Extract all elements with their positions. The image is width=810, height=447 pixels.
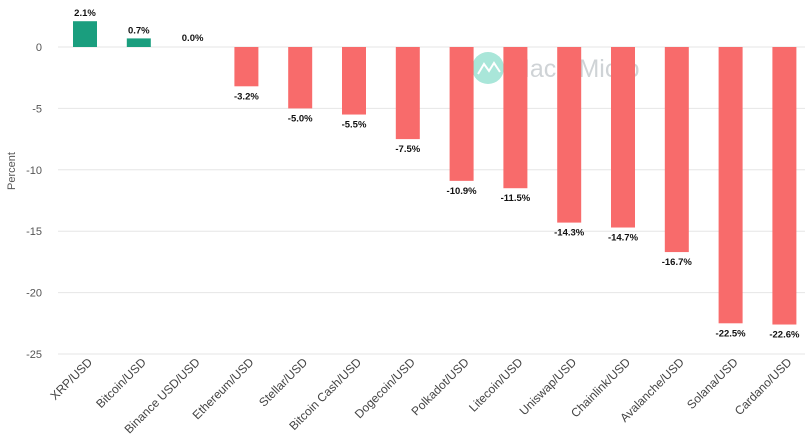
y-tick-label: -10 [26, 165, 42, 177]
bar [718, 47, 743, 324]
bar [395, 47, 420, 140]
data-label: -5.5% [342, 120, 367, 131]
y-tick-label: 0 [36, 42, 42, 54]
bar [234, 47, 259, 87]
x-tick-label: Bitcoin/USD [93, 355, 149, 411]
bar [611, 47, 635, 228]
data-label: -3.2% [234, 91, 259, 102]
x-tick-label: Stellar/USD [256, 355, 310, 409]
bar [503, 47, 528, 189]
bar [449, 47, 474, 181]
bar [126, 38, 151, 47]
data-label: -22.5% [716, 328, 747, 339]
x-tick-label: Litecoin/USD [466, 355, 526, 415]
bars [73, 21, 797, 325]
y-tick-label: -25 [26, 349, 42, 361]
bar [664, 47, 689, 253]
y-tick-label: -20 [26, 288, 42, 300]
data-label: -16.7% [662, 257, 693, 268]
data-label: -10.9% [447, 186, 478, 197]
data-label: -14.7% [608, 233, 639, 244]
x-tick-label: Cardano/USD [732, 355, 795, 418]
y-axis-ticks: 0 -5 -10 -15 -20 -25 [26, 42, 42, 361]
data-label: -22.6% [769, 330, 800, 341]
bar [557, 47, 582, 223]
data-label: -11.5% [501, 193, 531, 204]
data-label: 0.0% [182, 33, 204, 44]
data-label: 2.1% [74, 8, 96, 19]
y-tick-label: -15 [26, 226, 42, 238]
data-labels: 2.1% 0.7% 0.0% -3.2% -5.0% -5.5% -7.5% -10.9% -1… [74, 8, 800, 340]
bar [73, 21, 97, 47]
data-label: -5.0% [288, 113, 313, 124]
data-label: -7.5% [395, 144, 420, 155]
data-label: 0.7% [128, 25, 150, 36]
bar [342, 47, 366, 115]
bar [288, 47, 313, 109]
x-tick-label: Solana/USD [684, 355, 741, 412]
y-tick-label: -5 [32, 103, 42, 115]
bar [772, 47, 797, 325]
grid-lines [58, 46, 805, 355]
watermark-logo-mark [477, 61, 501, 75]
x-tick-label: Polkadot/USD [409, 355, 472, 418]
data-label: -14.3% [554, 228, 585, 239]
x-tick-label: XRP/USD [48, 355, 96, 403]
y-axis-title: Percent [6, 152, 18, 190]
